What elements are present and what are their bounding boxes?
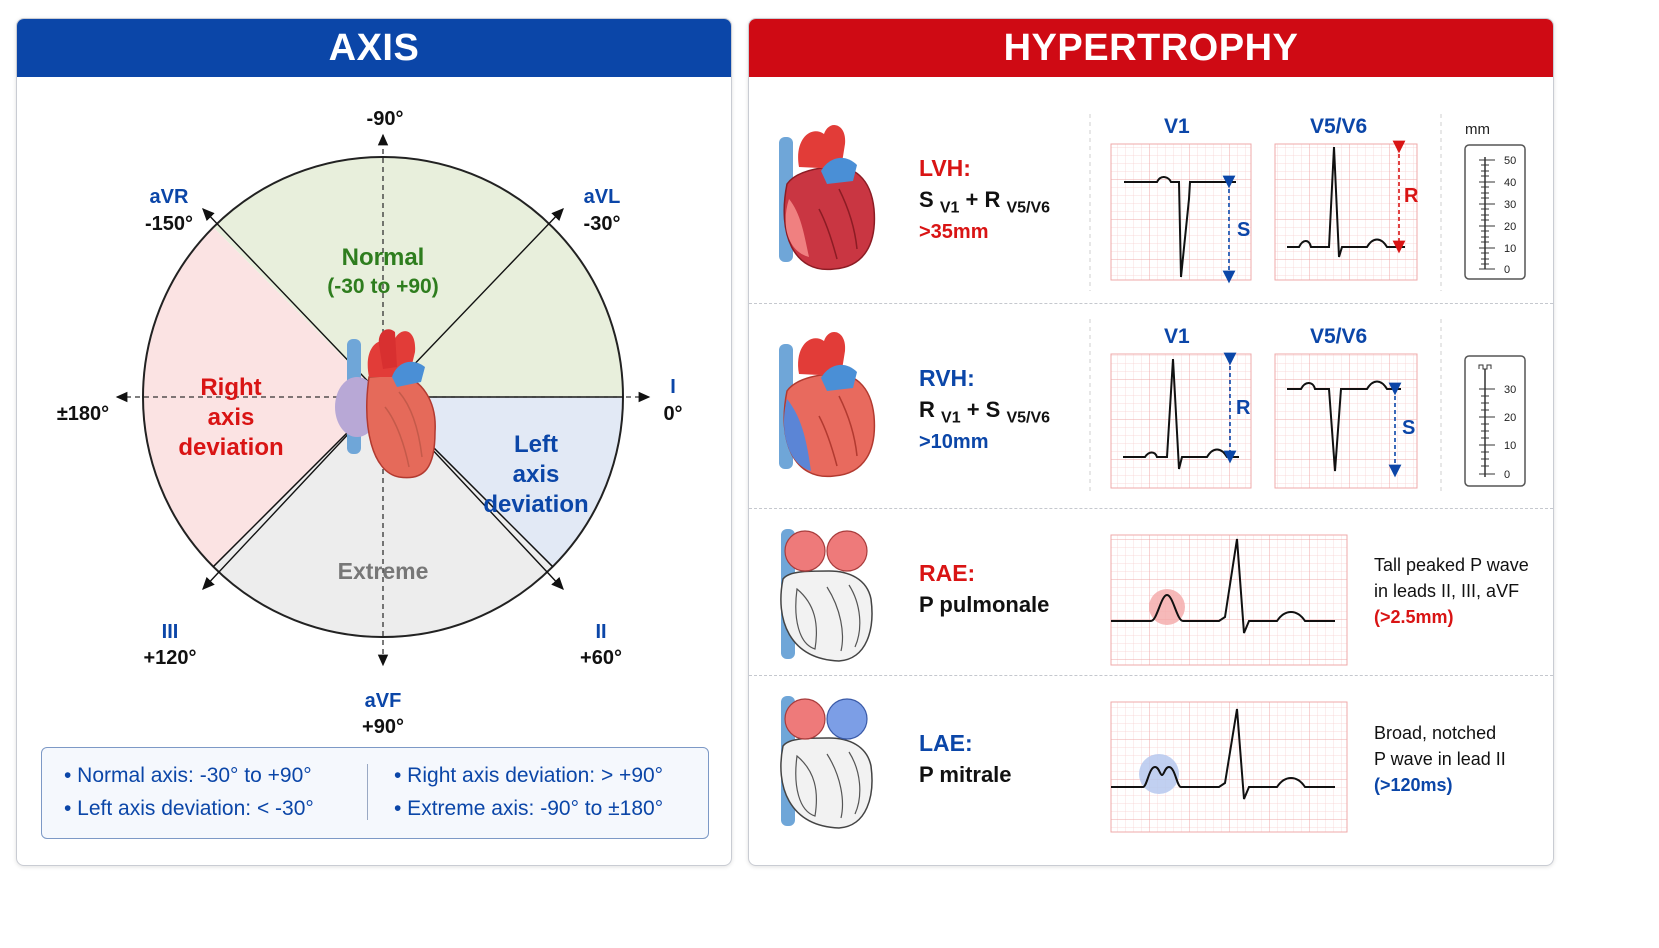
legend-divider: [367, 764, 368, 820]
lead-ii-degree: +60°: [580, 647, 622, 669]
lvh-lead-v5v6-label: V5/V6: [1310, 115, 1368, 138]
lvh-scale-tick: 0: [1504, 264, 1510, 276]
row-divider: [749, 508, 1553, 509]
rvh-threshold: >10mm: [919, 431, 989, 453]
rvh-scale-tick: 20: [1504, 412, 1516, 424]
rae-heart-icon: [780, 529, 873, 662]
lvh-scale-tick: 50: [1504, 155, 1516, 167]
rae-note-line1: Tall peaked P wave: [1374, 555, 1529, 575]
rae-note-line2: in leads II, III, aVF: [1374, 581, 1520, 601]
rvh-scale-tick: 30: [1504, 384, 1516, 396]
hypertrophy-title: HYPERTROPHY: [749, 19, 1553, 77]
lead-avf-degree: +90°: [362, 716, 404, 738]
right-deviation-label-1: Right: [200, 374, 261, 401]
lvh-threshold: >35mm: [919, 221, 989, 243]
lvh-v1-trace: [1124, 176, 1236, 278]
rvh-formula: R V1 + S V5/V6: [919, 397, 1051, 427]
rae-p-wave-highlight: [1149, 589, 1185, 625]
axis-legend-box: • Normal axis: -30° to +90° • Left axis …: [41, 747, 709, 839]
normal-sector-left: [213, 157, 383, 397]
axis-panel: AXIS: [16, 18, 732, 866]
rvh-s-marker: S: [1402, 417, 1416, 439]
lead-avl-degree: -30°: [584, 213, 621, 235]
lvh-scale-tick: 40: [1504, 177, 1516, 189]
heart-icon: [335, 329, 436, 479]
lae-note-line2: P wave in lead II: [1374, 749, 1506, 769]
lae-ecg-trace: [1111, 708, 1335, 800]
lae-note-line1: Broad, notched: [1374, 723, 1497, 743]
lvh-mm-scale: [1464, 144, 1526, 280]
lead-iii-name: III: [162, 621, 179, 643]
row-divider: [749, 303, 1553, 304]
angle-left-label: ±180°: [57, 403, 109, 425]
lvh-scale-tick: 20: [1504, 221, 1516, 233]
lead-avl-name: aVL: [584, 186, 621, 208]
lae-heart-icon: [780, 696, 873, 829]
row-divider: [749, 675, 1553, 676]
lead-avf-name: aVF: [365, 690, 402, 712]
lead-avr-degree: -150°: [145, 213, 193, 235]
axis-title: AXIS: [17, 19, 731, 77]
legend-extreme-axis: • Extreme axis: -90° to ±180°: [394, 797, 664, 820]
hypertrophy-graphics: 50 40 30 20 10 0 30 20: [779, 114, 1526, 833]
lvh-r-marker: R: [1404, 185, 1419, 207]
rvh-lead-v1-label: V1: [1164, 325, 1190, 348]
rvh-r-marker: R: [1236, 397, 1251, 419]
lvh-lead-v1-label: V1: [1164, 115, 1190, 138]
angle-top-label: -90°: [367, 108, 404, 130]
lead-i-degree: 0°: [663, 403, 682, 425]
left-deviation-label-3: deviation: [483, 491, 588, 518]
lvh-v5v6-trace: [1287, 146, 1405, 258]
lvh-heart-icon: [779, 124, 876, 271]
normal-region-label: Normal: [342, 244, 425, 271]
rvh-v5v6-trace: [1287, 380, 1401, 472]
left-deviation-label-2: axis: [513, 461, 560, 488]
normal-region-range: (-30 to +90): [327, 275, 438, 298]
legend-right-deviation: • Right axis deviation: > +90°: [394, 764, 664, 787]
extreme-region-label: Extreme: [338, 558, 429, 584]
right-deviation-label-2: axis: [208, 404, 255, 431]
lae-note-criterion: (>120ms): [1374, 775, 1453, 795]
lae-p-wave-highlight: [1139, 754, 1179, 794]
rae-title: RAE:: [919, 560, 976, 586]
rvh-title: RVH:: [919, 365, 975, 391]
lvh-scale-tick: 10: [1504, 243, 1516, 255]
legend-left-deviation: • Left axis deviation: < -30°: [64, 797, 314, 820]
rvh-scale-tick: 10: [1504, 440, 1516, 452]
lead-ii-name: II: [595, 621, 606, 643]
scale-unit-label: mm: [1465, 121, 1490, 138]
lae-title: LAE:: [919, 730, 973, 756]
rvh-lead-v5v6-label: V5/V6: [1310, 325, 1368, 348]
lead-avr-name: aVR: [150, 186, 189, 208]
lead-iii-degree: +120°: [143, 647, 196, 669]
rae-note-criterion: (>2.5mm): [1374, 607, 1454, 627]
lvh-scale-tick: 30: [1504, 199, 1516, 211]
left-deviation-sector: [383, 397, 623, 567]
rvh-heart-icon: [779, 331, 876, 478]
hypertrophy-panel: HYPERTROPHY: [748, 18, 1554, 866]
lvh-formula: S V1 + R V5/V6: [919, 187, 1051, 217]
rae-subtitle: P pulmonale: [919, 592, 1050, 617]
rae-ecg-trace: [1111, 538, 1335, 634]
lead-i-name: I: [670, 376, 676, 398]
normal-sector: [383, 157, 623, 397]
lvh-s-marker: S: [1237, 219, 1251, 241]
legend-normal-axis: • Normal axis: -30° to +90°: [64, 764, 312, 787]
axis-wheel-diagram: Normal (-30 to +90) Right axis deviation…: [57, 108, 683, 738]
rvh-v1-trace: [1123, 358, 1239, 470]
rvh-scale-tick: 0: [1504, 469, 1510, 481]
left-deviation-label-1: Left: [514, 431, 558, 458]
right-deviation-label-3: deviation: [178, 434, 283, 461]
lae-subtitle: P mitrale: [919, 762, 1012, 787]
lvh-title: LVH:: [919, 155, 971, 181]
